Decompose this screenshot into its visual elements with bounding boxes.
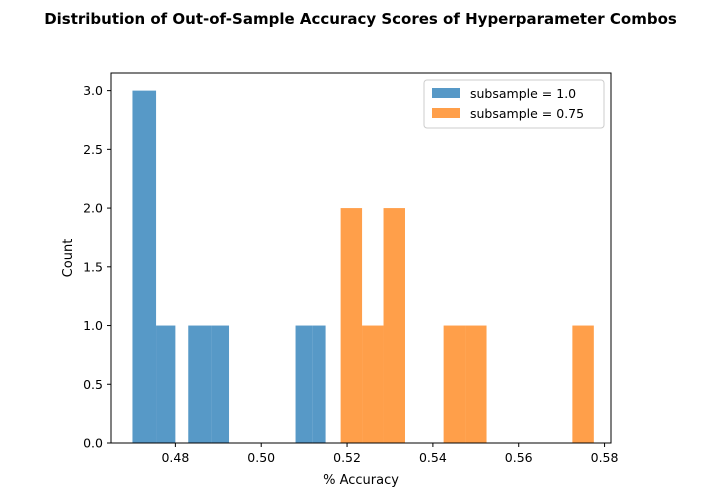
legend-label: subsample = 1.0 bbox=[470, 86, 576, 101]
legend-swatch bbox=[432, 88, 460, 98]
legend-label: subsample = 0.75 bbox=[470, 106, 584, 121]
x-tick-label: 0.50 bbox=[247, 450, 275, 465]
x-tick-label: 0.48 bbox=[161, 450, 189, 465]
x-tick-label: 0.56 bbox=[505, 450, 533, 465]
bar-series0-bin4 bbox=[295, 325, 313, 443]
y-tick-label: 0.0 bbox=[83, 436, 103, 451]
bar-series1-bin1 bbox=[362, 325, 384, 443]
y-tick-label: 0.5 bbox=[83, 377, 103, 392]
y-tick-label: 1.5 bbox=[83, 259, 103, 274]
bar-series1-bin5 bbox=[572, 325, 594, 443]
legend-swatch bbox=[432, 108, 460, 118]
bar-series1-bin2 bbox=[383, 208, 405, 443]
bars-layer bbox=[132, 90, 594, 443]
x-tick-label: 0.52 bbox=[333, 450, 361, 465]
x-axis-ticks: 0.48 0.50 0.52 0.54 0.56 0.58 bbox=[161, 443, 619, 465]
plot-frame bbox=[110, 72, 612, 444]
y-tick-label: 2.5 bbox=[83, 142, 103, 157]
y-tick-label: 1.0 bbox=[83, 318, 103, 333]
y-tick-label: 2.0 bbox=[83, 201, 103, 216]
bar-series0-bin0 bbox=[132, 90, 157, 443]
y-axis-label: Count bbox=[61, 239, 76, 278]
legend: subsample = 1.0 subsample = 0.75 bbox=[423, 79, 605, 129]
bar-series1-bin0 bbox=[340, 208, 363, 443]
x-tick-label: 0.58 bbox=[591, 450, 619, 465]
bar-series0-bin3 bbox=[211, 325, 230, 443]
bar-series0-bin5 bbox=[312, 325, 326, 443]
bar-series0-bin2 bbox=[188, 325, 212, 443]
legend-box bbox=[423, 79, 605, 129]
bar-series1-bin4 bbox=[465, 325, 487, 443]
bar-series0-bin1 bbox=[156, 325, 176, 443]
chart-title: Distribution of Out-of-Sample Accuracy S… bbox=[44, 10, 677, 28]
y-tick-label: 3.0 bbox=[83, 83, 103, 98]
x-axis-label: % Accuracy bbox=[323, 473, 399, 488]
y-axis-ticks: 0.0 0.5 1.0 1.5 2.0 2.5 3.0 bbox=[83, 83, 111, 451]
bar-series1-bin3 bbox=[443, 325, 466, 443]
x-tick-label: 0.54 bbox=[419, 450, 447, 465]
